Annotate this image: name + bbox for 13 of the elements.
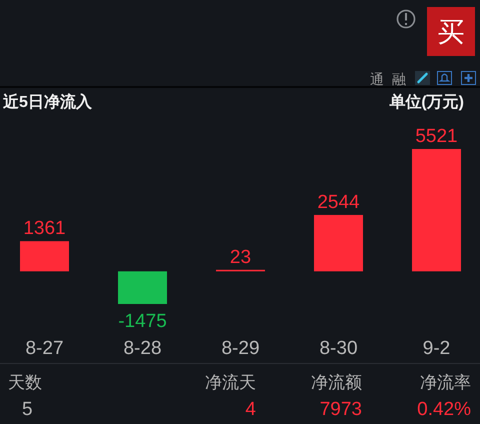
annotation: 5 [22, 399, 33, 420]
annotation: 买 [438, 17, 464, 47]
annotation: 4 [245, 399, 256, 420]
annotation: 净流额 [311, 373, 362, 392]
annotation: 7973 [320, 399, 362, 420]
annotation: 净流率 [420, 373, 471, 392]
title: 近5日净流入 [3, 94, 92, 111]
annotation: 融 [392, 71, 406, 87]
subtitle: 单位(万元) [389, 94, 464, 111]
annotation: 天数 [8, 373, 42, 392]
annotation: 净流天 [205, 373, 256, 392]
annotation: 0.42% [417, 399, 471, 420]
annotation: 通 [370, 71, 384, 87]
